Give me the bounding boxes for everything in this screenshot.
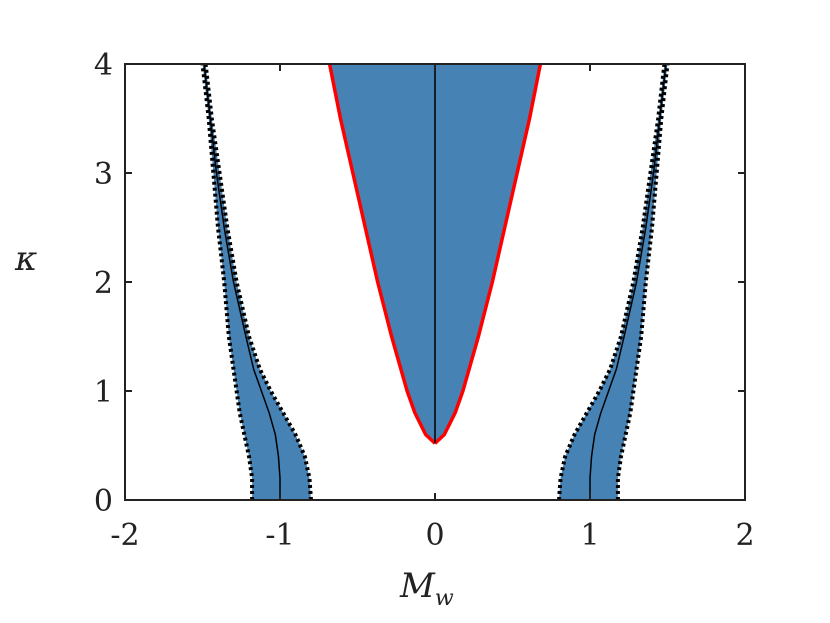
lines-layer: [200, 63, 670, 501]
right-side-outer-boundary: [615, 63, 670, 500]
x-tick-label: 0: [425, 518, 444, 553]
y-tick-label: 0: [94, 484, 113, 519]
x-tick-label: 1: [580, 518, 599, 553]
y-tick-label: 1: [94, 375, 113, 410]
central-boundary-right: [433, 63, 543, 445]
x-tick-label: 2: [735, 518, 754, 553]
right-side-inner-boundary: [557, 63, 667, 501]
y-tick-label: 2: [94, 266, 113, 301]
ticks-layer: -2 -1 0 1 2 0 1 2 3 4: [94, 48, 755, 553]
x-axis-label: Mw: [399, 566, 454, 611]
central-boundary-left: [327, 63, 437, 445]
y-tick-label: 4: [94, 48, 113, 83]
y-tick-label: 3: [94, 157, 113, 192]
right-side-mid-line: [589, 63, 667, 500]
left-side-inner-boundary: [203, 63, 313, 501]
left-side-region: [202, 64, 311, 500]
y-axis-label: κ: [14, 239, 37, 279]
right-side-region: [559, 64, 668, 500]
x-tick-label: -1: [265, 518, 294, 553]
left-side-outer-boundary: [200, 63, 255, 500]
left-side-mid-line: [203, 63, 281, 500]
x-tick-label: -2: [110, 518, 139, 553]
